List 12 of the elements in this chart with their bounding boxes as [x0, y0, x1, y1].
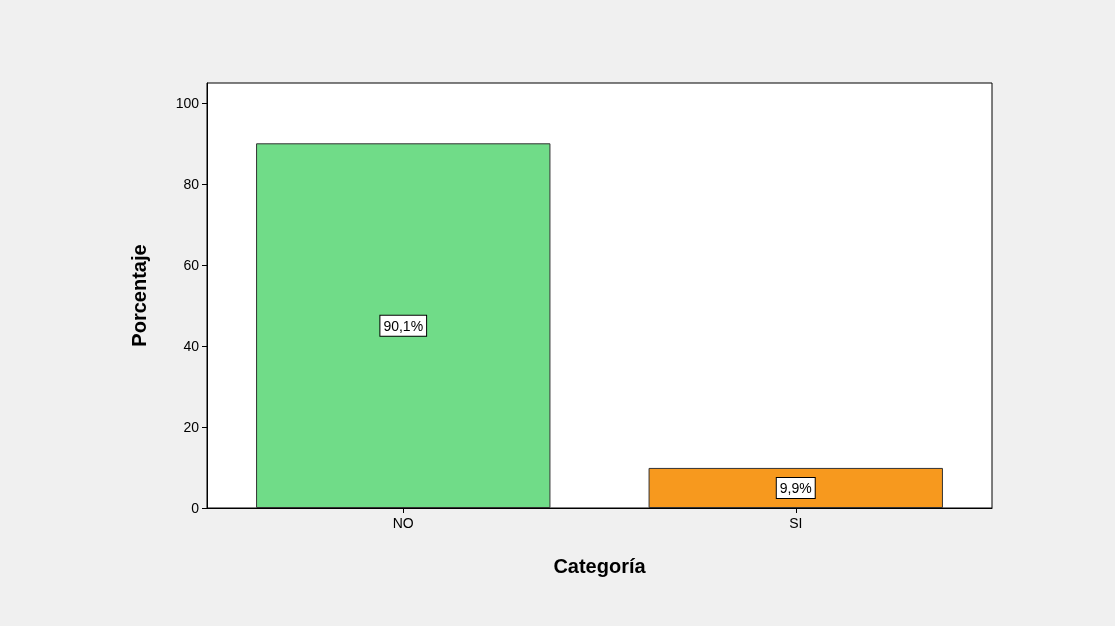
y-tick-label: 0	[191, 500, 200, 516]
data-label: 90,1%	[383, 317, 424, 334]
y-tick-label: 60	[183, 257, 200, 274]
y-tick-label: 40	[183, 338, 200, 355]
data-label: 9,9%	[779, 479, 812, 496]
x-axis-title: Categoría	[553, 555, 647, 577]
y-tick-label: 80	[183, 176, 200, 193]
x-tick-label: NO	[392, 515, 414, 531]
y-tick-label: 100	[175, 95, 200, 112]
y-axis-title: Porcentaje	[128, 244, 150, 347]
y-tick-label: 20	[183, 419, 200, 436]
x-tick-label: SI	[789, 515, 803, 531]
